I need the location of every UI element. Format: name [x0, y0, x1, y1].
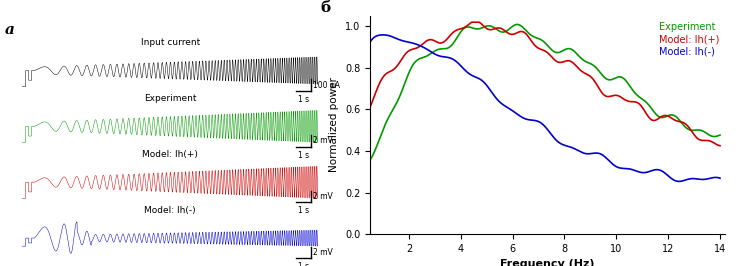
Text: 1 s: 1 s — [297, 206, 309, 215]
Text: 100 pA: 100 pA — [313, 81, 340, 90]
Text: Model: Ih(-): Model: Ih(-) — [144, 206, 196, 215]
Text: 2 mV: 2 mV — [313, 248, 333, 257]
Legend: Experiment, Model: Ih(+), Model: Ih(-): Experiment, Model: Ih(+), Model: Ih(-) — [652, 18, 723, 61]
Text: a: a — [4, 23, 14, 37]
Text: Model: Ih(+): Model: Ih(+) — [142, 150, 198, 159]
Text: 2 mV: 2 mV — [313, 136, 333, 146]
Text: 1 s: 1 s — [297, 262, 309, 266]
Text: Input current: Input current — [141, 38, 200, 47]
Text: 1 s: 1 s — [297, 151, 309, 160]
Text: б: б — [320, 1, 330, 15]
X-axis label: Frequency (Hz): Frequency (Hz) — [500, 259, 595, 266]
Text: 2 mV: 2 mV — [313, 192, 333, 201]
Y-axis label: Normalized power: Normalized power — [329, 78, 340, 172]
Text: 1 s: 1 s — [297, 95, 309, 104]
Text: Experiment: Experiment — [144, 94, 196, 103]
